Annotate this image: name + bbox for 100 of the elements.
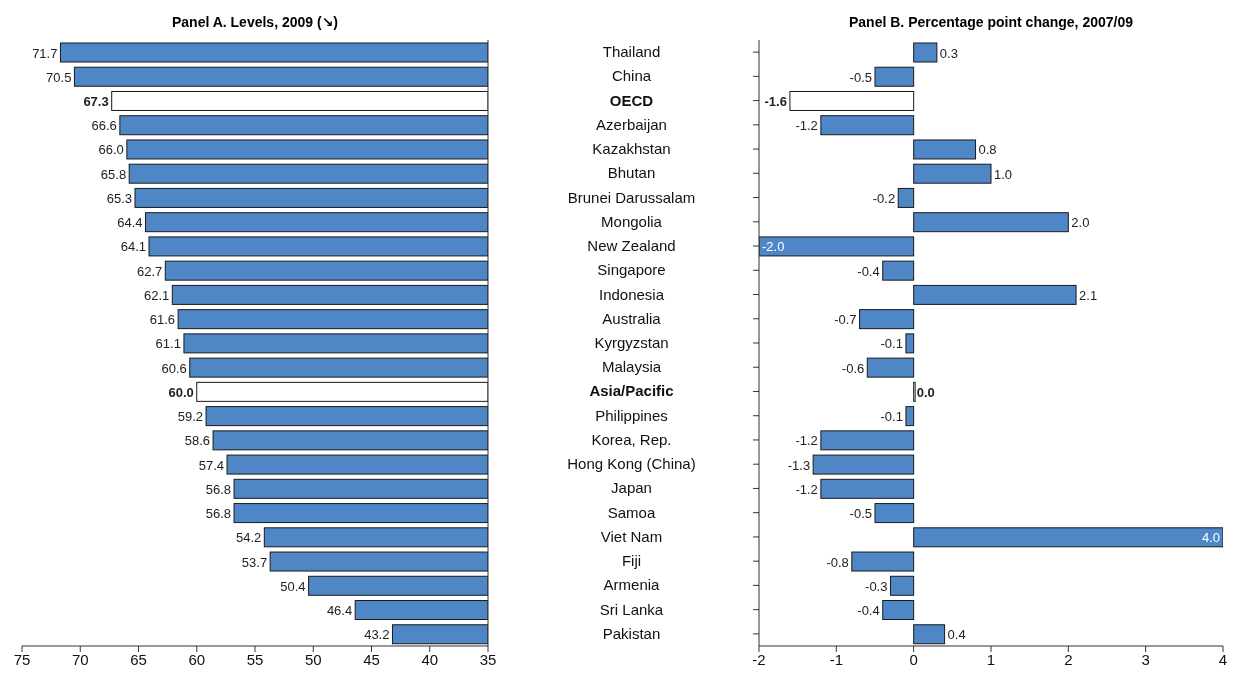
bar — [759, 236, 915, 257]
x-tick-label: 2 — [1064, 650, 1073, 668]
bar — [874, 66, 915, 87]
y-tick-label: Australia — [602, 309, 662, 327]
bar — [874, 503, 915, 524]
y-tick-label: Hong Kong (China) — [567, 455, 696, 473]
data-label: 4.0 — [1201, 530, 1220, 546]
data-label: -0.3 — [865, 578, 888, 594]
x-tick-label: 65 — [130, 650, 147, 668]
x-tick-label: -1 — [829, 650, 844, 668]
bar — [851, 551, 915, 572]
y-tick-label: Japan — [611, 479, 652, 497]
x-tick-label: 50 — [304, 650, 322, 668]
data-label: 46.4 — [326, 603, 353, 619]
y-tick-label: Korea, Rep. — [591, 430, 672, 448]
bar — [882, 600, 915, 621]
data-label: 0.4 — [947, 627, 966, 643]
x-tick-label: 60 — [188, 650, 206, 668]
data-label: 43.2 — [364, 627, 390, 643]
y-tick-label: Azerbaijan — [596, 115, 667, 133]
data-label: 54.2 — [236, 530, 262, 546]
data-label: 62.1 — [143, 287, 170, 303]
y-tick-label: New Zealand — [587, 237, 676, 255]
data-label: 65.8 — [100, 166, 127, 182]
data-label: -0.8 — [826, 554, 849, 570]
data-label: 2.0 — [1071, 215, 1090, 231]
data-label: 61.6 — [149, 312, 176, 328]
bar — [866, 357, 915, 378]
data-label: 66.0 — [98, 142, 124, 158]
bar — [905, 406, 915, 427]
data-label: 65.3 — [106, 190, 132, 206]
y-tick-label: Brunei Darussalam — [567, 188, 696, 206]
data-label: 58.6 — [184, 433, 211, 449]
y-tick-label: Singapore — [597, 261, 666, 279]
x-tick-label: 45 — [363, 650, 380, 668]
x-tick-label: 55 — [246, 650, 264, 668]
data-label: 0.8 — [978, 142, 997, 158]
data-label: 59.2 — [177, 409, 204, 425]
data-label: -1.3 — [787, 457, 811, 473]
data-label: 50.4 — [280, 578, 306, 594]
y-tick-label: Kazakhstan — [592, 140, 671, 158]
x-tick-label: 4 — [1218, 650, 1228, 668]
data-label: 70.5 — [46, 69, 72, 85]
bar — [913, 284, 1077, 305]
data-label: -0.4 — [857, 603, 880, 619]
data-label: -1.2 — [795, 481, 818, 497]
data-label: -1.6 — [764, 93, 787, 109]
data-label: -0.6 — [841, 360, 865, 376]
data-label: 61.1 — [155, 336, 181, 352]
y-tick-label: Fiji — [621, 552, 642, 570]
y-tick-label: Viet Nam — [600, 527, 663, 545]
x-tick-label: 1 — [986, 650, 996, 668]
y-tick-label: Mongolia — [601, 212, 663, 230]
y-tick-label: Armenia — [603, 576, 661, 594]
data-label: 0.0 — [916, 384, 935, 400]
x-tick-label: 75 — [13, 650, 31, 668]
y-tick-label: OECD — [609, 91, 654, 109]
data-label: -1.2 — [795, 433, 818, 449]
bar — [859, 309, 915, 330]
y-tick-label: Kyrgyzstan — [594, 334, 669, 351]
data-label: 57.4 — [198, 457, 225, 473]
x-tick-label: 35 — [479, 650, 497, 668]
data-label: 67.3 — [83, 93, 109, 109]
bar — [820, 430, 915, 451]
data-label: -2.0 — [762, 239, 785, 255]
y-tick-label: Samoa — [607, 503, 656, 521]
y-tick-label: Philippines — [595, 406, 668, 424]
data-label: -0.2 — [872, 190, 896, 206]
x-tick-label: 0 — [909, 650, 918, 668]
x-tick-label: 3 — [1141, 650, 1150, 668]
bar — [913, 527, 1223, 548]
data-label: -0.7 — [834, 312, 857, 328]
x-tick-label: 70 — [71, 650, 89, 668]
bar — [820, 115, 915, 136]
data-label: 56.8 — [205, 481, 232, 497]
data-label: 60.0 — [168, 384, 194, 400]
bar — [812, 454, 915, 475]
bar — [913, 139, 977, 160]
data-label: 64.4 — [117, 215, 143, 231]
data-label: -0.4 — [857, 263, 880, 279]
x-tick-label: -2 — [752, 650, 766, 668]
bar — [882, 260, 915, 281]
y-tick-label: Thailand — [602, 43, 661, 61]
data-label: 53.7 — [241, 554, 268, 570]
data-label: 62.7 — [136, 263, 163, 279]
bar — [897, 187, 915, 208]
bar — [889, 575, 915, 596]
bar — [913, 624, 946, 645]
data-label: -0.1 — [880, 336, 903, 352]
data-label: -0.5 — [849, 69, 872, 85]
data-label: 2.1 — [1079, 287, 1098, 303]
bar — [789, 90, 915, 111]
data-label: 56.8 — [205, 506, 232, 522]
data-label: 0.3 — [939, 45, 958, 61]
y-tick-label: Sri Lanka — [599, 600, 664, 618]
bar — [820, 478, 915, 499]
chart-title: Panel B. Percentage point change, 2007/09 — [848, 13, 1134, 32]
data-label: 60.6 — [161, 360, 187, 376]
bar — [905, 333, 915, 354]
data-label: 66.6 — [91, 118, 117, 134]
